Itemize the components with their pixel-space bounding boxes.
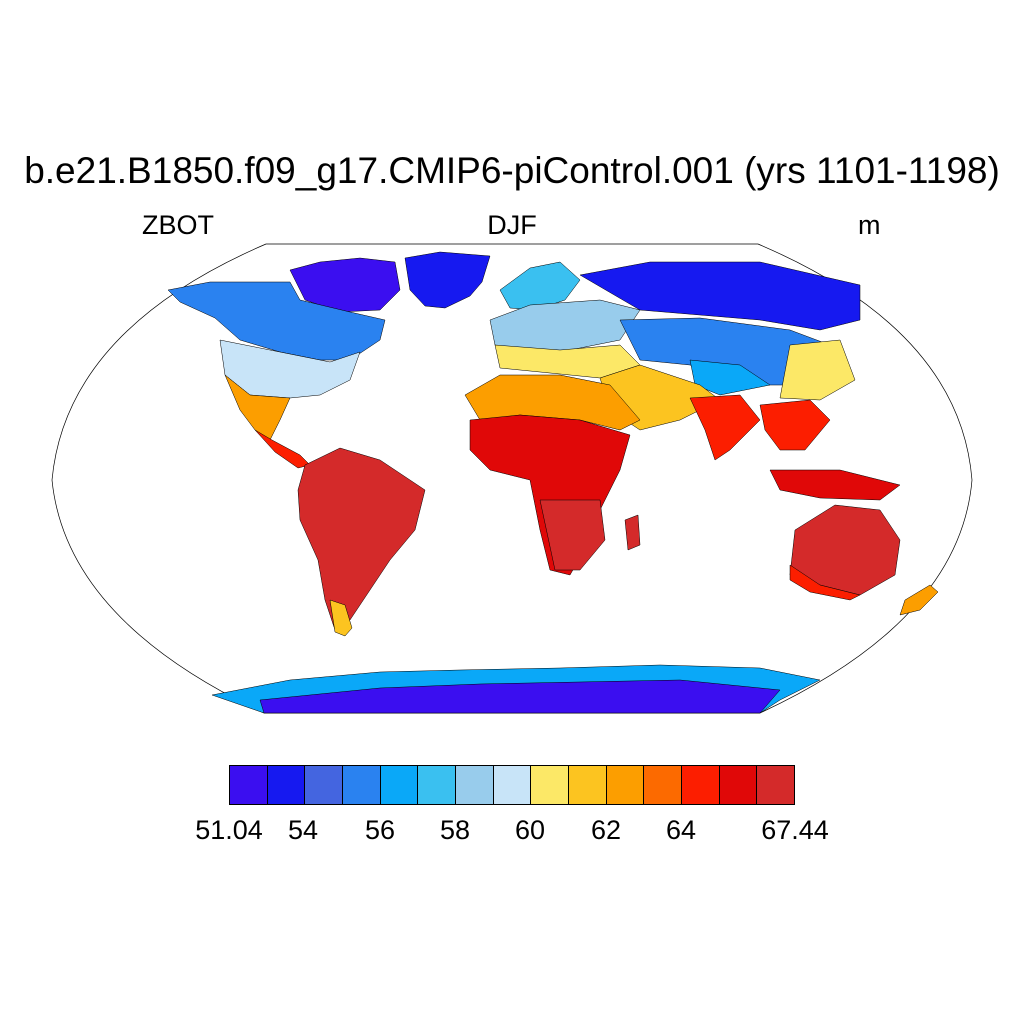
colorbar-label: 64 [665, 815, 697, 845]
colorbar-cell [682, 766, 720, 804]
region-india [689, 394, 761, 461]
colorbar-cell [230, 766, 268, 804]
colorbar-cell [531, 766, 570, 804]
colorbar-cell [267, 766, 306, 804]
region-east-asia [779, 339, 856, 401]
colorbar [229, 765, 795, 805]
region-northern-canada [167, 281, 386, 361]
region-southeast-asia [759, 399, 831, 451]
region-antarctica [259, 679, 781, 714]
colorbar-label: 56 [364, 815, 396, 845]
region-scandinavia [499, 261, 581, 311]
colorbar-label: 54 [287, 815, 319, 845]
land-regions [167, 251, 939, 714]
colorbar-cell [343, 766, 381, 804]
colorbar-cell [644, 766, 683, 804]
colorbar-label: 62 [590, 815, 622, 845]
plot-title: b.e21.B1850.f09_g17.CMIP6-piControl.001 … [24, 150, 1000, 191]
region-australia-coast [789, 564, 861, 601]
colorbar-cell [606, 766, 645, 804]
units-label: m [858, 210, 881, 240]
colorbar-label: 51.04 [195, 815, 263, 845]
region-patagonia [329, 599, 353, 637]
colorbar-cell [305, 766, 344, 804]
region-tibet [689, 359, 771, 396]
season-label: DJF [487, 210, 537, 240]
variable-label: ZBOT [142, 210, 214, 240]
colorbar-cell [757, 766, 795, 804]
region-new-zealand [899, 584, 939, 616]
colorbar-cell [456, 766, 494, 804]
region-greenland [404, 251, 491, 309]
region-siberia [579, 261, 861, 331]
colorbar-label: 60 [514, 815, 546, 845]
colorbar-cell [569, 766, 607, 804]
colorbar-label: 67.44 [761, 815, 829, 845]
colorbar-cell [418, 766, 457, 804]
colorbar-cell [380, 766, 419, 804]
region-madagascar [624, 514, 641, 551]
region-southern-africa [539, 499, 606, 571]
colorbar-cell [719, 766, 758, 804]
colorbar-cell [493, 766, 532, 804]
region-indonesia [769, 469, 901, 501]
colorbar-label: 58 [439, 815, 471, 845]
region-amazon [297, 447, 426, 631]
region-mexico [224, 374, 291, 441]
